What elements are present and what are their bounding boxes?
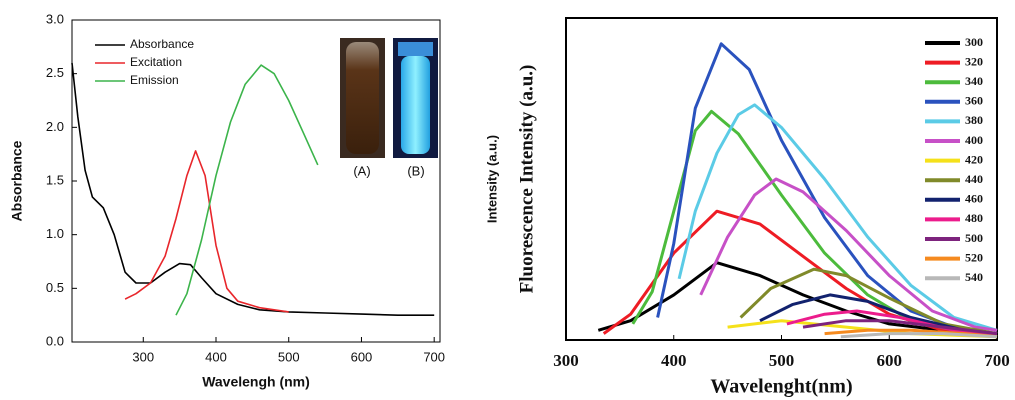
x-tick-label: 600 (877, 351, 903, 370)
legend-label: 440 (965, 172, 983, 186)
series-line (802, 319, 998, 336)
legend-label: 520 (965, 250, 983, 264)
series-line (656, 42, 998, 336)
y-axis-label: Absorbance (9, 140, 25, 221)
legend-label: 300 (965, 35, 983, 49)
series-line (124, 150, 289, 313)
legend-label: 340 (965, 74, 983, 88)
y-tick-label: 1.0 (46, 226, 64, 241)
x-axis-label: Wavelenght(nm) (710, 376, 852, 398)
series-line (175, 64, 319, 316)
y-tick-label: 1.5 (46, 172, 64, 187)
series-line (631, 109, 998, 339)
x-tick-label: 500 (278, 349, 300, 364)
x-tick-label: 600 (351, 349, 373, 364)
legend-label: Absorbance (130, 37, 194, 51)
annotation: (A) (353, 163, 370, 178)
y-tick-label: 2.0 (46, 119, 64, 134)
x-tick-label: 300 (553, 351, 579, 370)
y-tick-label: 0.5 (46, 280, 64, 295)
y-tick-label: 2.5 (46, 65, 64, 80)
y-axis-label-overlay: Intensity (a.u.) (484, 135, 499, 223)
legend-label: 420 (965, 152, 983, 166)
x-tick-label: 700 (984, 351, 1010, 370)
annotation: (B) (407, 163, 424, 178)
photo-b-cap (398, 42, 433, 56)
legend-label: 460 (965, 192, 983, 206)
fluorescence-panel: 300 400 500 600 700 Wavelenght(nm) Fluorescenc… (484, 17, 1010, 398)
legend-label: 380 (965, 113, 983, 127)
series-line (677, 103, 998, 332)
series-line (840, 332, 998, 339)
photo-a-vial (346, 42, 379, 154)
legend-label: 500 (965, 231, 983, 245)
x-axis-label: Wavelengh (nm) (202, 374, 310, 390)
photo-b-vial (401, 56, 430, 154)
x-tick-label: 500 (769, 351, 795, 370)
legend-label: 480 (965, 211, 983, 225)
legend-label: Emission (130, 73, 179, 87)
legend-label: 320 (965, 54, 983, 68)
absorbance-panel: 300 400 500 600 700 0.0 0.5 1.0 1.5 2.0 2.5 3.0 Wave… (9, 11, 445, 389)
x-tick-label: 400 (205, 349, 227, 364)
y-axis-label: Fluorescence Intensity (a.u.) (516, 65, 537, 294)
legend-label: Excitation (130, 55, 182, 69)
series-line (786, 309, 998, 336)
series-line (71, 62, 435, 316)
y-tick-label: 3.0 (46, 11, 64, 26)
series-line (699, 177, 998, 332)
legend-label: 540 (965, 270, 983, 284)
legend-label: 360 (965, 94, 983, 108)
y-tick-label: 0.0 (46, 333, 64, 348)
x-tick-label: 400 (661, 351, 687, 370)
x-tick-label: 300 (132, 349, 154, 364)
legend-label: 400 (965, 133, 983, 147)
x-tick-label: 700 (423, 349, 445, 364)
